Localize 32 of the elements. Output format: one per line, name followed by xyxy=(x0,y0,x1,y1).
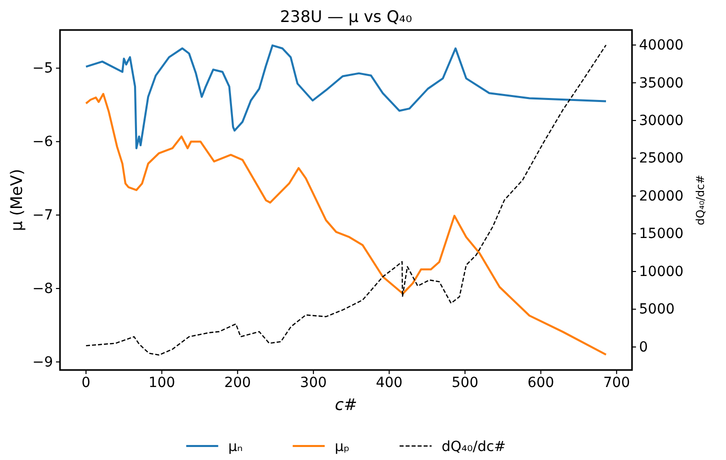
chart-title: 238U — μ vs Q₄₀ xyxy=(280,7,412,26)
y2-tick-label: 25000 xyxy=(639,150,684,167)
y-tick-label: −7 xyxy=(32,208,53,224)
x-tick-label: 300 xyxy=(300,374,327,391)
y2-tick-label: 0 xyxy=(639,339,648,356)
y-tick-label: −9 xyxy=(32,354,53,370)
legend-label: μₚ xyxy=(334,439,350,455)
line-series xyxy=(85,44,607,356)
x-tick-label: 700 xyxy=(603,374,630,391)
line-series xyxy=(85,44,607,150)
x-axis-title: c# xyxy=(334,395,358,414)
y2-tick-label: 5000 xyxy=(639,302,675,318)
x-tick-label: 500 xyxy=(452,374,478,391)
x-tick-label: 200 xyxy=(224,374,251,391)
y-axis-title: μ (MeV) xyxy=(7,168,26,232)
y2-tick-label: 10000 xyxy=(639,264,684,280)
y2-axis-title: dQ₄₀/dc# xyxy=(694,174,707,226)
y2-tick-label: 15000 xyxy=(639,226,684,242)
y-tick-label: −8 xyxy=(32,280,53,297)
y2-tick-label: 40000 xyxy=(639,38,684,54)
x-tick-label: 600 xyxy=(527,374,554,391)
legend-label: μₙ xyxy=(228,439,243,455)
x-tick-label: 100 xyxy=(148,374,176,391)
y2-tick-label: 30000 xyxy=(639,112,684,129)
line-series xyxy=(85,92,607,356)
y2-tick-label: 35000 xyxy=(639,75,684,92)
x-tick-label: 400 xyxy=(376,374,403,391)
y2-tick-label: 20000 xyxy=(639,188,684,204)
x-tick-label: 0 xyxy=(82,374,90,391)
legend-label: dQ₄₀/dc# xyxy=(442,439,506,455)
y-tick-label: −5 xyxy=(32,60,53,77)
y-tick-label: −6 xyxy=(32,134,54,150)
